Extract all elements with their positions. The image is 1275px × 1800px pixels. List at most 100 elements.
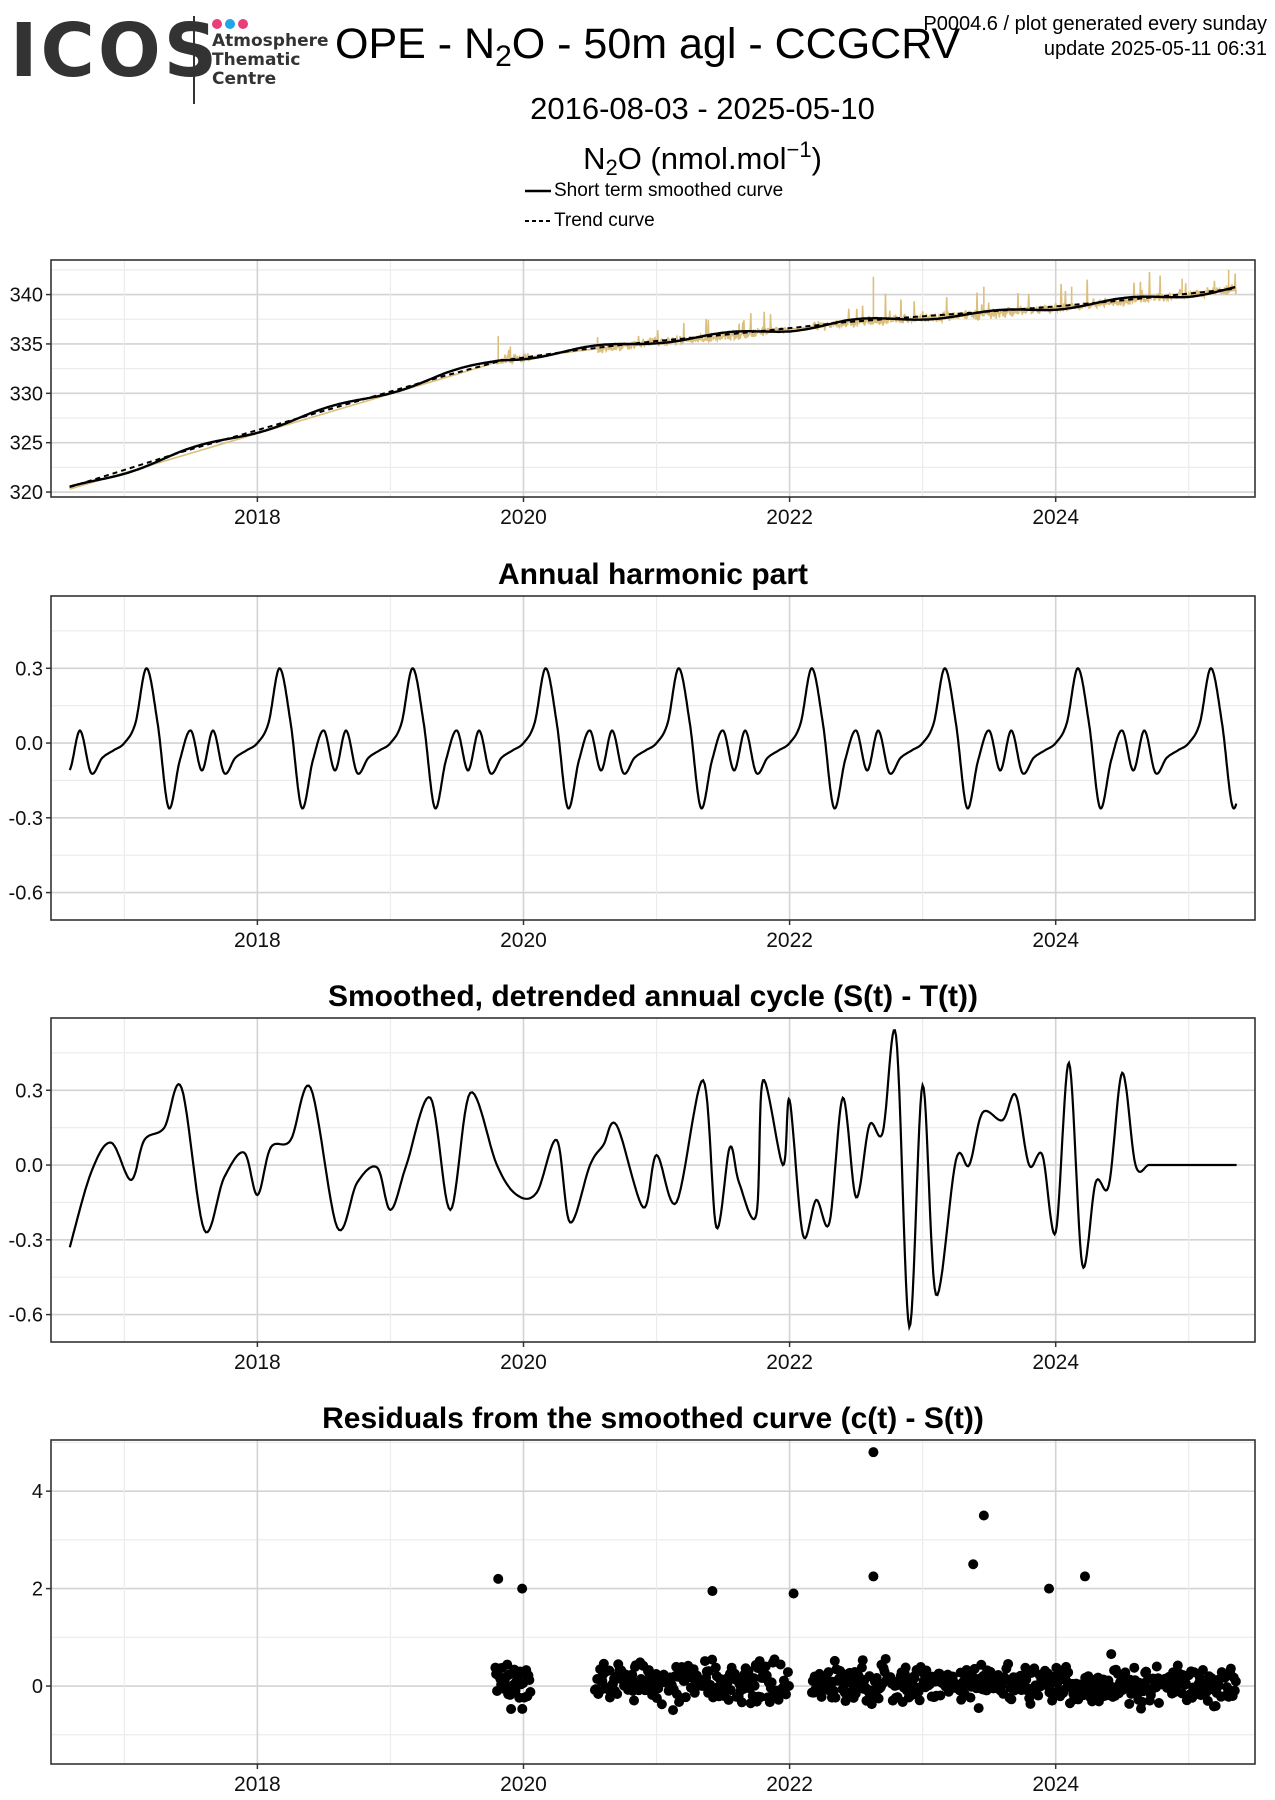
residual-point [525,1686,536,1697]
icos-logo: ICOS [10,8,221,94]
residual-point [1003,1658,1014,1669]
y-tick-label: 0.0 [15,1155,43,1177]
legend-trend-label: Trend curve [554,210,655,231]
residual-point [783,1680,794,1691]
chart-panel-3: Smoothed, detrended annual cycle (S(t) -… [9,980,1256,1374]
residual-point [627,1669,638,1680]
residual-point [748,1673,759,1684]
residual-point [840,1696,851,1707]
plot-area [68,1029,1237,1332]
logo-separator [193,16,195,104]
logo-line-1: Atmosphere [212,31,329,51]
y-tick-label: 330 [10,383,43,405]
residual-outlier-point [707,1586,718,1597]
dashed-line-icon [525,219,551,222]
residual-point [857,1655,868,1666]
residual-point [1225,1663,1236,1674]
y-tick-label: 4 [32,1481,43,1503]
unit-part-c: ) [811,141,822,176]
date-range: 2016-08-03 - 2025-05-10 [530,91,875,126]
residual-point [629,1695,640,1706]
plot-meta: P0004.6 / plot generated every sunday up… [923,12,1267,62]
legend-trend: Trend curve [524,210,655,232]
meta-generated: P0004.6 / plot generated every sunday [923,13,1267,35]
residual-point [1124,1698,1135,1709]
logo-dot-1 [212,19,222,29]
residual-point [502,1659,513,1670]
residual-point [935,1690,946,1701]
logo-dots-icon [212,16,251,29]
y-tick-label: -0.6 [9,1305,43,1327]
residual-point [782,1667,793,1678]
y-tick-label: -0.3 [9,1230,43,1252]
y-tick-label: -0.6 [9,883,43,905]
plot-title: OPE - N2O - 50m agl - CCGCRV [335,18,960,73]
panel-frame [50,259,1256,498]
panel-frame [50,1439,1256,1765]
residual-point [760,1661,771,1672]
residual-point [1129,1662,1140,1673]
residual-outlier-point [517,1583,528,1594]
residual-point [914,1695,925,1706]
residual-point [517,1703,528,1714]
logo-dot-3 [238,19,248,29]
x-tick-label: 2024 [1032,929,1079,952]
residual-point [680,1692,691,1703]
residual-point [710,1662,721,1673]
x-tick-label: 2020 [500,1773,547,1796]
residual-point [829,1655,840,1666]
residual-point [873,1693,884,1704]
residual-point [900,1662,911,1673]
residual-outlier-point [788,1588,799,1599]
logo-line-3: Centre [212,69,277,89]
title-subscript: 2 [495,40,512,73]
residual-outlier-point [1079,1571,1090,1582]
residual-outlier-point [868,1447,879,1458]
y-tick-label: 2 [32,1579,43,1601]
chart-title: Smoothed, detrended annual cycle (S(t) -… [328,980,978,1013]
residual-point [766,1677,777,1688]
solid-line-icon [525,189,551,193]
y-tick-label: 0.3 [15,1080,43,1102]
residual-point [1153,1698,1164,1709]
residual-point [1063,1667,1074,1678]
residual-point [764,1697,775,1708]
residual-point [1106,1649,1117,1660]
chart-title: Residuals from the smoothed curve (c(t) … [322,1402,984,1435]
residual-outlier-point [868,1571,879,1582]
residual-point [1006,1694,1017,1705]
residual-point [909,1673,920,1684]
residual-point [755,1692,766,1703]
x-tick-label: 2022 [766,929,813,952]
trend-curve-line [69,287,1236,489]
y-tick-label: 0 [32,1676,43,1698]
residual-point [506,1704,517,1715]
y-tick-label: 0.3 [15,658,43,680]
residual-point [1197,1664,1208,1675]
y-tick-label: 320 [10,482,43,504]
panel-frame [50,1017,1256,1343]
y-tick-label: 0.0 [15,733,43,755]
residual-point [749,1680,760,1691]
residual-point [1229,1685,1240,1696]
chart-panel-4: Residuals from the smoothed curve (c(t) … [32,1402,1256,1796]
smoothed-curve-line [69,285,1236,488]
observations-line [69,271,1237,490]
x-tick-label: 2024 [1032,506,1079,529]
meta-update: update 2025-05-11 06:31 [1043,38,1267,60]
residual-outlier-point [968,1559,979,1570]
residual-point [524,1674,535,1685]
x-tick-label: 2024 [1032,1773,1079,1796]
residual-point [1047,1695,1058,1706]
y-tick-label: 340 [10,285,43,307]
residual-point [830,1692,841,1703]
chart-panel-1: 320 325 330 335 340 2018 2020 2022 2024 [10,259,1256,529]
residual-point [736,1697,747,1708]
residual-point [775,1659,786,1670]
plot-area [69,269,1237,490]
residual-point [1025,1698,1036,1709]
residual-point [1033,1690,1044,1701]
residual-point [668,1705,679,1716]
residual-point [1151,1661,1162,1672]
